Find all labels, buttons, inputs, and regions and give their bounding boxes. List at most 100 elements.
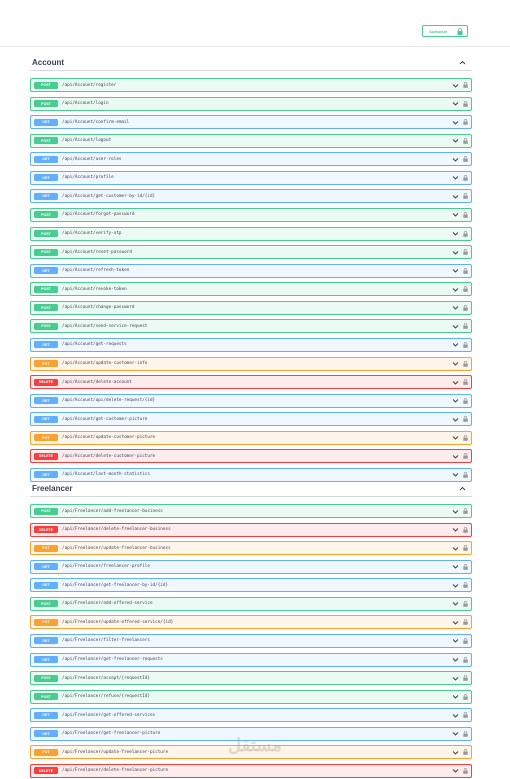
- endpoint-row[interactable]: POST/api/Freelancer/add-freelancer-busin…: [30, 504, 472, 518]
- endpoint-path: /api/Freelancer/get-freelancer-requests: [62, 657, 163, 663]
- method-badge: POST: [34, 100, 58, 108]
- method-badge: GET: [34, 637, 58, 645]
- method-badge: DELETE: [34, 526, 58, 534]
- endpoint-row[interactable]: POST/api/Freelancer/accept/{requestId}: [30, 671, 472, 686]
- row-icons: [452, 416, 468, 423]
- endpoint-row[interactable]: GET/api/Account/refresh-token: [30, 263, 472, 278]
- endpoint-row[interactable]: PUT/api/Account/update-customer-info: [30, 356, 472, 371]
- lock-icon: [457, 27, 463, 35]
- row-icons: [452, 563, 468, 570]
- lock-icon: [463, 100, 468, 107]
- chevron: [452, 120, 459, 125]
- endpoint-row[interactable]: POST/api/Account/send-service-request: [30, 319, 472, 334]
- chevron: [452, 473, 459, 478]
- endpoint-row[interactable]: DELETE/api/Freelancer/delete-freelancer-…: [30, 522, 472, 537]
- chevron: [452, 306, 459, 310]
- lock-icon: [463, 656, 468, 663]
- endpoint-row[interactable]: GET/api/Account/get-requests: [30, 337, 472, 352]
- endpoint-row[interactable]: POST/api/Account/reset-password: [30, 245, 472, 260]
- section-header[interactable]: Freelancer: [30, 481, 472, 497]
- method-badge: GET: [34, 711, 58, 719]
- section-title: Account: [32, 58, 64, 67]
- lock-icon: [463, 175, 468, 181]
- lock-icon: [463, 342, 468, 348]
- lock-icon: [463, 563, 468, 570]
- row-icons: [452, 656, 468, 663]
- endpoint-path: /api/Freelancer/get-freelancer-by-id/{id…: [62, 582, 169, 588]
- endpoint-row[interactable]: GET/api/Freelancer/freelancer-profile: [30, 559, 472, 574]
- chevron: [452, 436, 459, 440]
- lock-icon: [463, 693, 468, 700]
- chevron: [452, 417, 459, 422]
- method-badge: DELETE: [34, 378, 58, 386]
- endpoint-row[interactable]: DELETE/api/Account/delete-account: [30, 375, 472, 390]
- endpoint-row[interactable]: GET/api/Freelancer/get-freelancer-reques…: [30, 652, 472, 667]
- endpoint-row[interactable]: GET/api/Account/user-roles: [30, 152, 472, 167]
- chevron: [452, 362, 459, 366]
- method-badge: POST: [34, 507, 58, 515]
- lock-icon: [463, 416, 468, 423]
- chevron: [452, 269, 459, 273]
- endpoint-row[interactable]: GET/api/Freelancer/filter-freelancers: [30, 633, 472, 648]
- method-badge: GET: [34, 471, 58, 479]
- endpoint-row[interactable]: GET/api/Account/get-customer-picture: [30, 412, 472, 427]
- lock-icon: [463, 435, 468, 441]
- endpoint-row[interactable]: GET/api/Account/last-month-statistics: [30, 467, 472, 482]
- lock-icon: [463, 453, 468, 460]
- authorize-button[interactable]: Authorize: [422, 25, 468, 37]
- endpoint-row[interactable]: POST/api/Freelancer/add-offered-service: [30, 596, 472, 611]
- chevron: [452, 287, 459, 292]
- method-badge: PUT: [34, 360, 58, 368]
- row-icons: [452, 731, 468, 737]
- endpoint-row[interactable]: GET/api/Account/get-customer-by-id/{id}: [30, 189, 472, 204]
- endpoint-row[interactable]: PUT/api/Freelancer/update-offered-servic…: [30, 615, 472, 630]
- endpoint-path: /api/Account/forgot-password: [62, 212, 135, 218]
- method-badge: GET: [34, 341, 58, 349]
- endpoint-row[interactable]: POST/api/Account/change-password: [30, 300, 472, 315]
- chevron: [452, 455, 459, 459]
- endpoint-row[interactable]: POST/api/Freelancer/refuse/{requestId}: [30, 689, 472, 704]
- endpoint-row[interactable]: POST/api/Account/revoke-token: [30, 282, 472, 297]
- lock-icon: [463, 768, 468, 774]
- endpoint-row[interactable]: GET/api/Freelancer/get-offered-services: [30, 708, 472, 723]
- row-icons: [452, 545, 468, 551]
- chevron: [452, 621, 459, 625]
- method-badge: POST: [34, 137, 58, 145]
- endpoint-row[interactable]: GET/api/Account/profile: [30, 170, 472, 185]
- chevron: [452, 232, 459, 236]
- endpoint-row[interactable]: PUT/api/Freelancer/update-freelancer-bus…: [30, 541, 472, 556]
- method-badge: POST: [34, 81, 58, 89]
- endpoint-row[interactable]: POST/api/Account/login: [30, 96, 472, 111]
- endpoint-row[interactable]: PUT/api/Account/update-customer-picture: [30, 430, 472, 445]
- chevron: [452, 639, 459, 644]
- row-icons: [452, 100, 468, 107]
- endpoint-row[interactable]: POST/api/Account/logout: [30, 133, 472, 148]
- endpoint-path: /api/Freelancer/add-offered-service: [62, 601, 153, 607]
- endpoint-row[interactable]: GET/api/Freelancer/get-freelancer-by-id/…: [30, 578, 472, 593]
- chevron: [452, 213, 459, 218]
- method-badge: POST: [34, 322, 58, 330]
- endpoint-row[interactable]: GET/api/Account/confirm-email: [30, 115, 472, 130]
- endpoint-path: /api/Account/get-requests: [62, 342, 127, 348]
- endpoint-path: /api/Freelancer/freelancer-profile: [62, 564, 150, 570]
- endpoint-row[interactable]: GET/api/Account/api/delete-request/{id}: [30, 393, 472, 408]
- endpoint-row[interactable]: POST/api/Account/verify-otp: [30, 226, 472, 241]
- lock-icon: [463, 508, 468, 514]
- endpoint-row[interactable]: GET/api/Freelancer/get-freelancer-pictur…: [30, 726, 472, 741]
- endpoint-row[interactable]: PUT/api/Freelancer/update-freelancer-pic…: [30, 745, 472, 760]
- chevron: [452, 528, 459, 532]
- endpoint-path: /api/Account/change-password: [62, 305, 135, 311]
- endpoint-row[interactable]: DELETE/api/Account/delete-customer-pictu…: [30, 449, 472, 464]
- row-icons: [452, 156, 468, 163]
- method-badge: GET: [34, 118, 58, 126]
- endpoint-row[interactable]: POST/api/Account/register: [30, 78, 472, 92]
- row-icons: [452, 323, 468, 330]
- endpoint-row[interactable]: DELETE/api/Freelancer/delete-freelancer-…: [30, 763, 472, 778]
- chevron: [452, 139, 459, 143]
- row-icons: [452, 675, 468, 681]
- section-header[interactable]: Account: [30, 55, 472, 71]
- lock-icon: [463, 638, 468, 644]
- row-icons: [452, 453, 468, 460]
- endpoint-path: /api/Account/logout: [62, 138, 112, 144]
- endpoint-row[interactable]: POST/api/Account/forgot-password: [30, 207, 472, 222]
